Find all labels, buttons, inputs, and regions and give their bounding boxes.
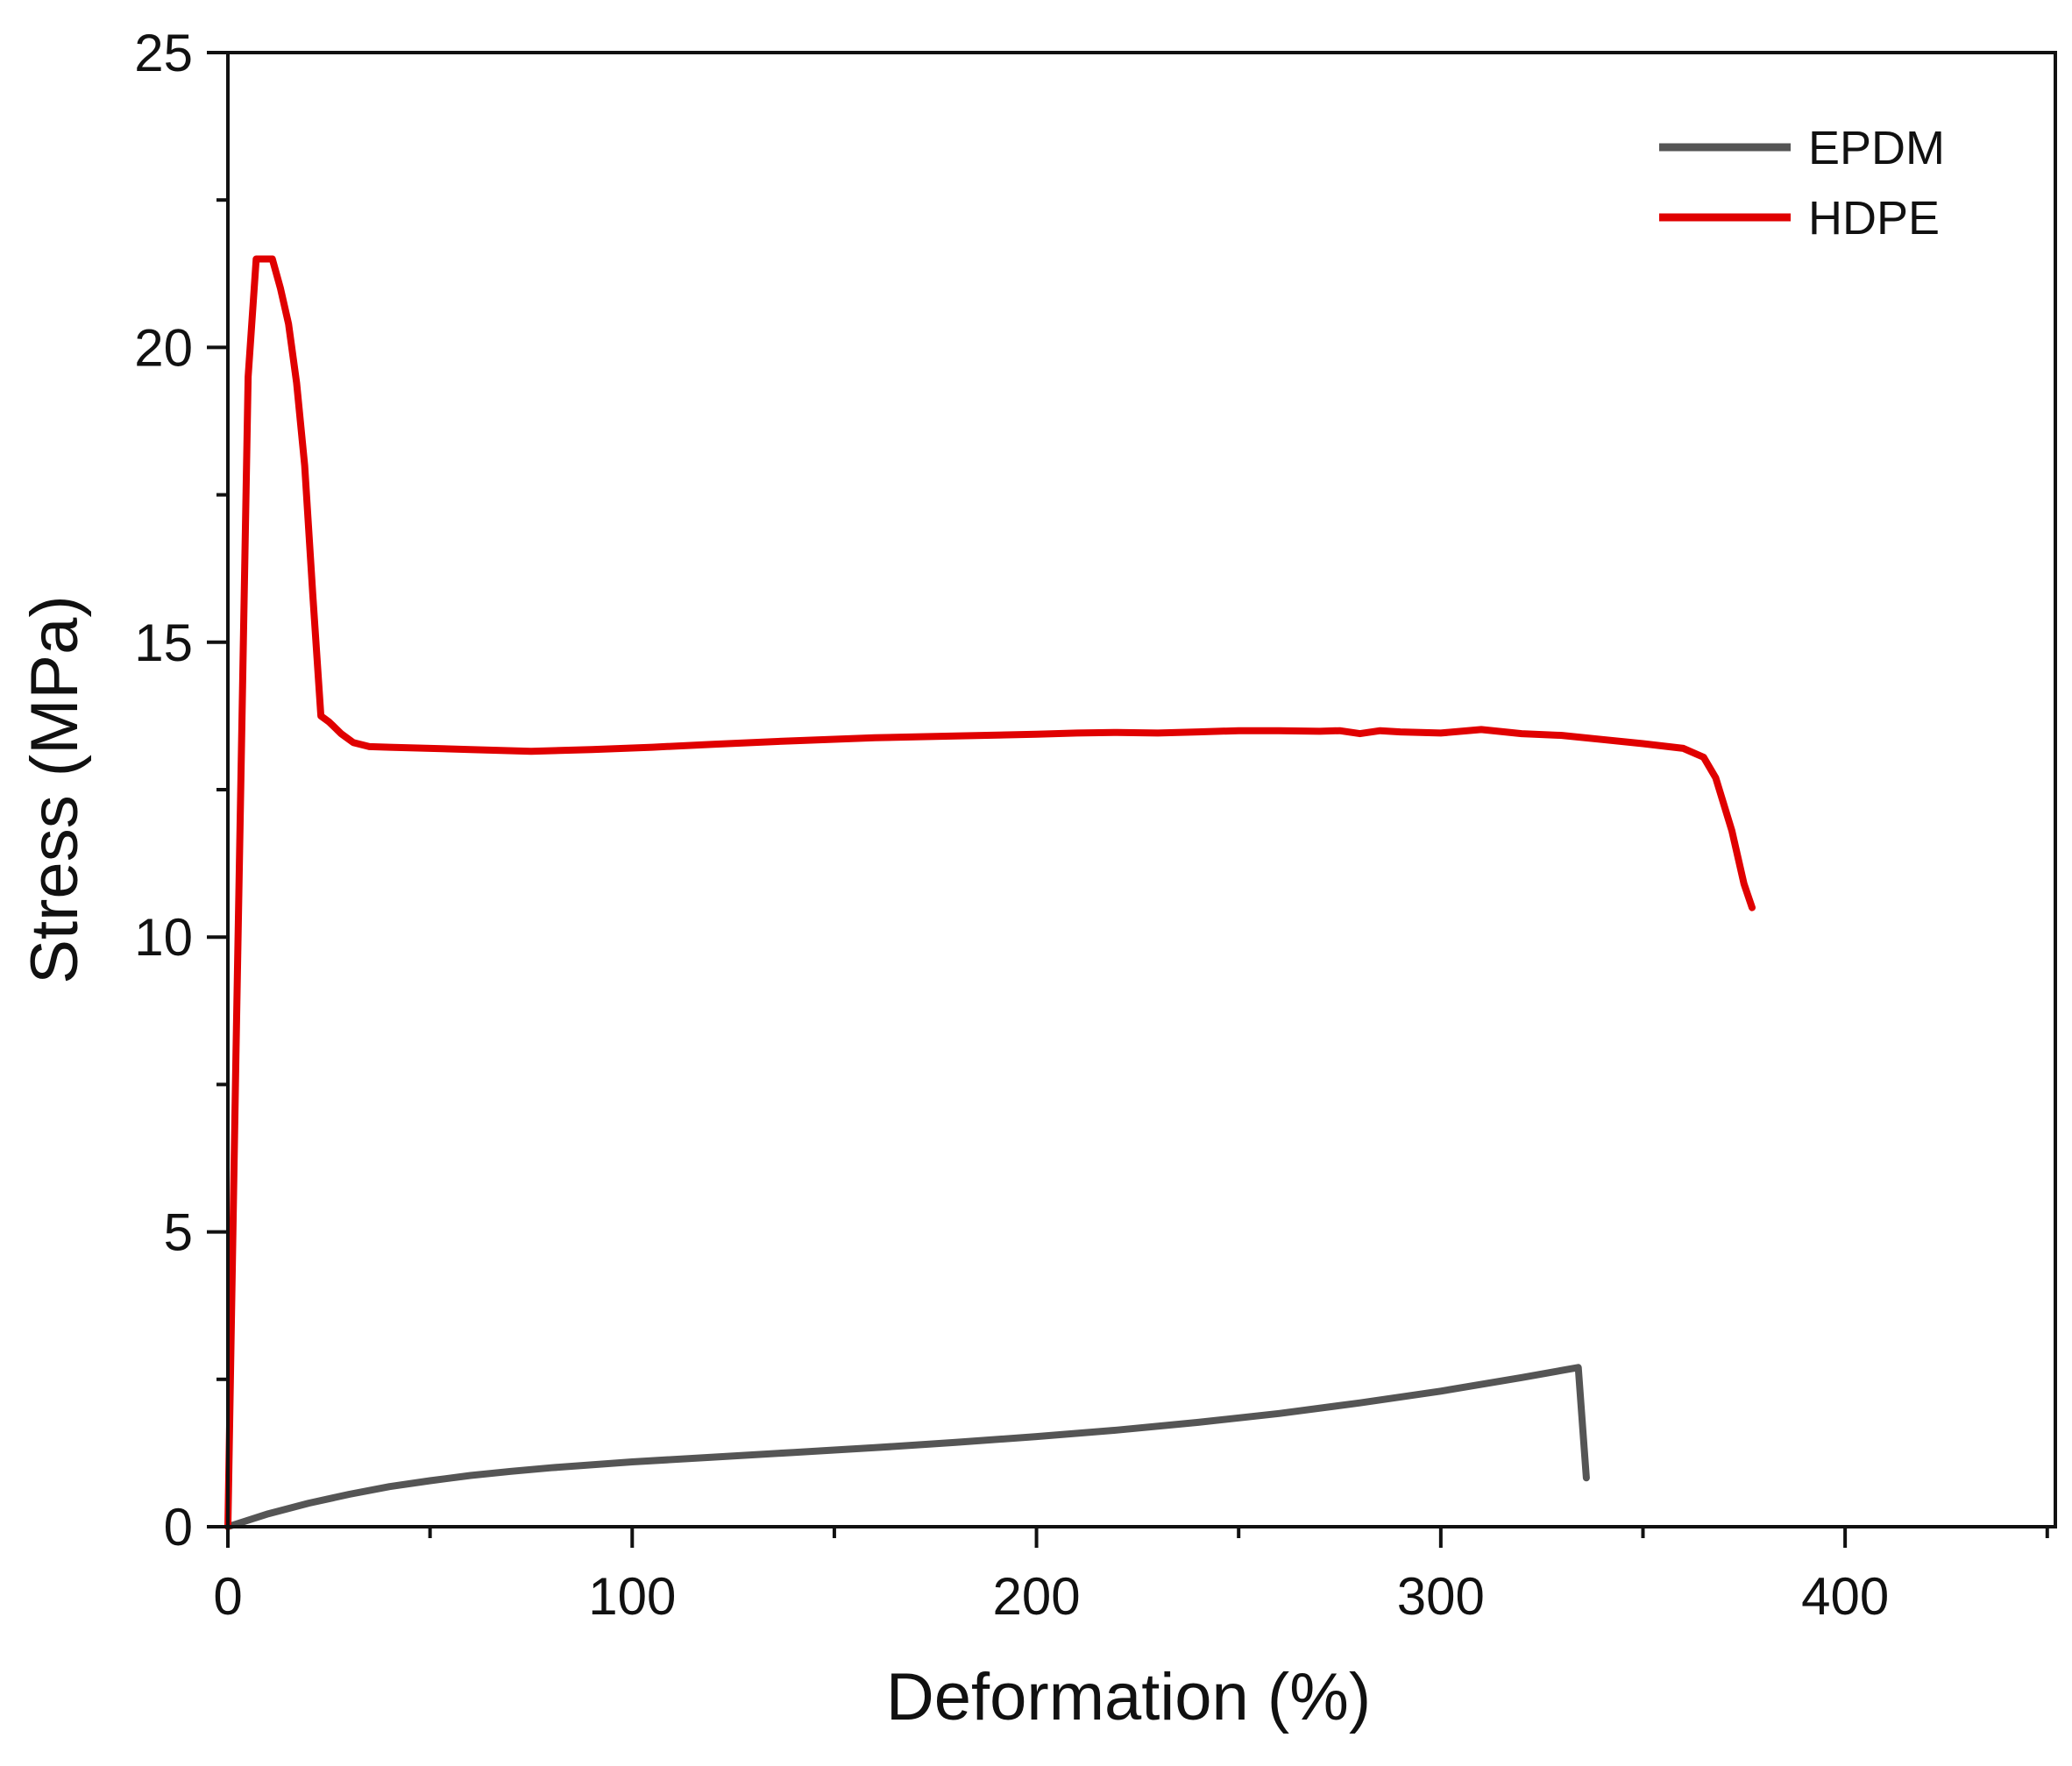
y-tick-label-20: 20 <box>134 318 193 377</box>
x-tick-label-0: 0 <box>213 1567 242 1626</box>
x-tick-label-100: 100 <box>588 1567 676 1626</box>
x-axis-title: Deformation (%) <box>886 1660 1371 1734</box>
axis-layer: 0 100 200 300 400 0 5 10 15 20 25 <box>134 24 2049 1626</box>
legend-label-epdm: EPDM <box>1808 122 1945 174</box>
x-tick-label-200: 200 <box>993 1567 1081 1626</box>
legend-label-hdpe: HDPE <box>1808 192 1940 245</box>
plot-frame <box>226 51 2057 1528</box>
y-tick-label-10: 10 <box>134 908 193 967</box>
series-layer <box>224 255 1756 1530</box>
y-tick-label-25: 25 <box>134 24 193 82</box>
series-line-hdpe <box>224 255 1756 1530</box>
y-tick-label-5: 5 <box>164 1203 193 1262</box>
y-tick-label-15: 15 <box>134 613 193 672</box>
x-tick-label-400: 400 <box>1801 1567 1889 1626</box>
y-tick-label-0: 0 <box>164 1498 193 1557</box>
series-line-epdm <box>224 1364 1590 1530</box>
x-tick-label-300: 300 <box>1397 1567 1485 1626</box>
y-axis-title: Stress (MPa) <box>18 595 92 983</box>
legend: EPDM HDPE <box>1659 122 1945 245</box>
